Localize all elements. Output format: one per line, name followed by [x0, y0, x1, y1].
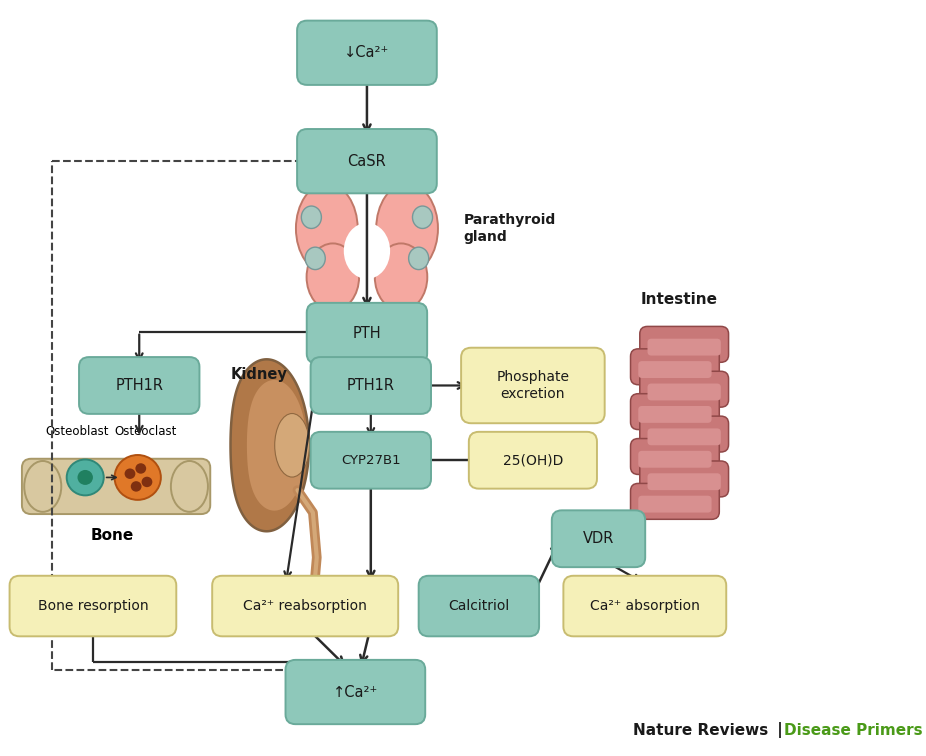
Circle shape — [125, 469, 135, 479]
FancyBboxPatch shape — [640, 416, 729, 452]
FancyBboxPatch shape — [552, 510, 645, 567]
FancyBboxPatch shape — [419, 576, 539, 637]
Ellipse shape — [408, 247, 429, 270]
FancyBboxPatch shape — [297, 129, 437, 194]
Ellipse shape — [24, 461, 61, 512]
FancyBboxPatch shape — [638, 496, 711, 513]
Ellipse shape — [376, 184, 438, 274]
Text: VDR: VDR — [582, 531, 614, 547]
FancyBboxPatch shape — [285, 660, 425, 724]
FancyBboxPatch shape — [307, 303, 427, 364]
Ellipse shape — [307, 243, 359, 311]
FancyBboxPatch shape — [9, 576, 176, 637]
FancyBboxPatch shape — [638, 361, 711, 378]
Text: Osteoclast: Osteoclast — [114, 425, 177, 438]
Polygon shape — [247, 380, 307, 510]
Polygon shape — [231, 359, 309, 531]
Circle shape — [131, 481, 142, 491]
Text: ↓Ca²⁺: ↓Ca²⁺ — [344, 45, 390, 60]
Text: Osteoblast: Osteoblast — [45, 425, 109, 438]
FancyBboxPatch shape — [631, 438, 720, 475]
Text: CaSR: CaSR — [347, 153, 386, 169]
FancyBboxPatch shape — [647, 383, 720, 401]
Ellipse shape — [306, 247, 325, 270]
Ellipse shape — [296, 184, 357, 274]
Circle shape — [115, 455, 161, 500]
Circle shape — [78, 470, 93, 485]
Ellipse shape — [375, 243, 427, 311]
FancyBboxPatch shape — [631, 349, 720, 385]
Text: Calcitriol: Calcitriol — [448, 599, 509, 613]
FancyBboxPatch shape — [461, 348, 605, 423]
Text: PTH1R: PTH1R — [115, 378, 163, 393]
Circle shape — [67, 460, 104, 495]
Ellipse shape — [275, 414, 309, 477]
FancyBboxPatch shape — [640, 461, 729, 497]
FancyBboxPatch shape — [638, 451, 711, 468]
Text: Ca²⁺ absorption: Ca²⁺ absorption — [590, 599, 700, 613]
Text: Parathyroid
gland: Parathyroid gland — [463, 213, 556, 243]
Text: Ca²⁺ reabsorption: Ca²⁺ reabsorption — [244, 599, 367, 613]
FancyBboxPatch shape — [638, 406, 711, 423]
FancyBboxPatch shape — [647, 429, 720, 445]
Circle shape — [135, 463, 146, 474]
FancyBboxPatch shape — [563, 576, 726, 637]
Text: Bone: Bone — [91, 528, 134, 543]
Text: Disease Primers: Disease Primers — [783, 723, 922, 739]
FancyBboxPatch shape — [640, 371, 729, 407]
FancyBboxPatch shape — [640, 327, 729, 362]
Text: CYP27B1: CYP27B1 — [341, 454, 401, 466]
Circle shape — [142, 477, 153, 487]
FancyBboxPatch shape — [647, 473, 720, 490]
Text: Phosphate
excretion: Phosphate excretion — [496, 370, 569, 401]
FancyBboxPatch shape — [310, 432, 431, 488]
Text: Intestine: Intestine — [641, 292, 718, 307]
FancyBboxPatch shape — [631, 483, 720, 519]
Text: 25(OH)D: 25(OH)D — [503, 454, 563, 467]
FancyBboxPatch shape — [297, 20, 437, 85]
FancyBboxPatch shape — [310, 357, 431, 414]
Text: PTH1R: PTH1R — [347, 378, 394, 393]
Text: |: | — [772, 723, 788, 739]
FancyBboxPatch shape — [469, 432, 597, 488]
Ellipse shape — [301, 206, 321, 228]
Text: Kidney: Kidney — [231, 367, 287, 382]
FancyBboxPatch shape — [647, 339, 720, 355]
FancyBboxPatch shape — [22, 459, 210, 514]
FancyBboxPatch shape — [79, 357, 199, 414]
Ellipse shape — [171, 461, 208, 512]
Text: PTH: PTH — [353, 326, 382, 341]
Text: Bone resorption: Bone resorption — [38, 599, 148, 613]
FancyBboxPatch shape — [212, 576, 398, 637]
Text: ↑Ca²⁺: ↑Ca²⁺ — [332, 684, 378, 699]
Ellipse shape — [412, 206, 432, 228]
Ellipse shape — [344, 223, 390, 279]
FancyBboxPatch shape — [631, 394, 720, 429]
Text: Nature Reviews: Nature Reviews — [633, 723, 769, 739]
